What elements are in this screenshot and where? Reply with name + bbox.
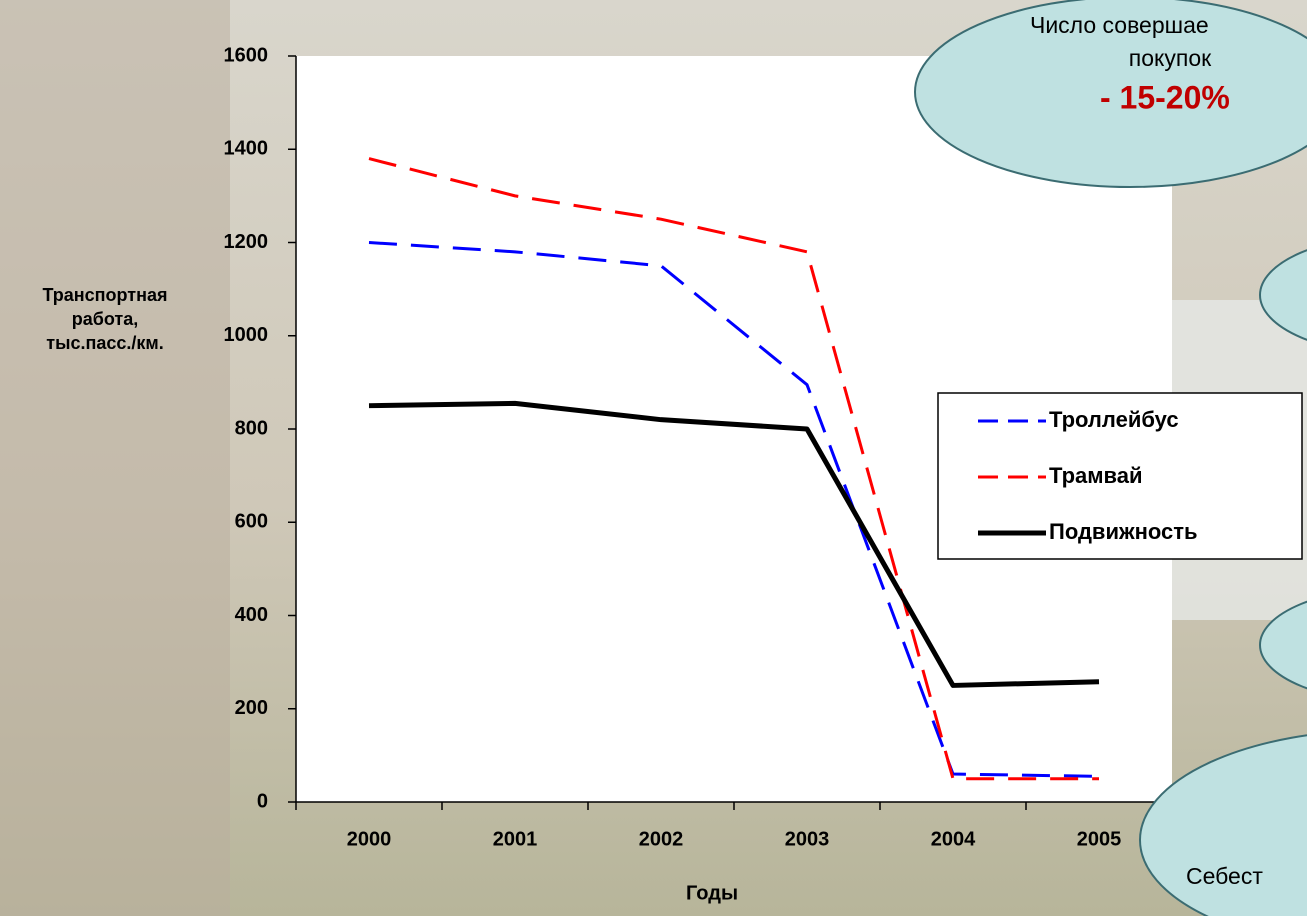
- x-tick-label: 2004: [931, 828, 976, 850]
- legend-label: Подвижность: [1049, 519, 1198, 544]
- y-axis-label: Транспортная: [42, 285, 167, 305]
- y-axis-label: тыс.пасс./км.: [46, 333, 163, 353]
- y-axis-label: работа,: [72, 309, 139, 329]
- y-tick-label: 1600: [224, 44, 269, 66]
- x-tick-label: 2002: [639, 828, 684, 850]
- callout-bubble: [914, 0, 1307, 188]
- x-tick-label: 2000: [347, 828, 392, 850]
- y-tick-label: 0: [257, 790, 268, 812]
- legend-label: Трамвай: [1049, 463, 1143, 488]
- series-line: [368, 157, 1099, 781]
- y-tick-label: 400: [235, 604, 268, 626]
- callout-bubble: [1259, 249, 1307, 341]
- y-tick-label: 1200: [224, 231, 269, 253]
- callout-highlight: - 15-20%: [1100, 79, 1230, 115]
- callout-text: Число совершае: [1030, 12, 1209, 38]
- background-tree: [0, 0, 230, 916]
- y-tick-label: 600: [235, 511, 268, 533]
- x-tick-label: 2003: [785, 828, 830, 850]
- y-tick-label: 200: [235, 697, 268, 719]
- y-tick-label: 1400: [224, 138, 269, 160]
- callout-text: покупок: [1129, 45, 1212, 71]
- callout-bubble: [1259, 600, 1307, 690]
- legend: Троллейбус Трамвай Подвижность: [937, 392, 1303, 560]
- y-tick-label: 1000: [224, 324, 269, 346]
- x-tick-label: 2001: [493, 828, 538, 850]
- callout-bubble: [1139, 734, 1307, 916]
- x-axis-label: Годы: [686, 882, 738, 904]
- series-line: [368, 400, 1100, 688]
- y-tick-label: 800: [235, 417, 268, 439]
- callouts: Число совершае покупок - 15-20% Себест: [914, 0, 1307, 916]
- legend-label: Троллейбус: [1049, 407, 1179, 432]
- callout-text: Себест: [1186, 863, 1263, 889]
- series-line: [368, 241, 1100, 778]
- chart: 0 200 400 600 800 1000 1200 1400 1600 2000 2001 200…: [42, 44, 1303, 904]
- x-tick-label: 2005: [1077, 828, 1122, 850]
